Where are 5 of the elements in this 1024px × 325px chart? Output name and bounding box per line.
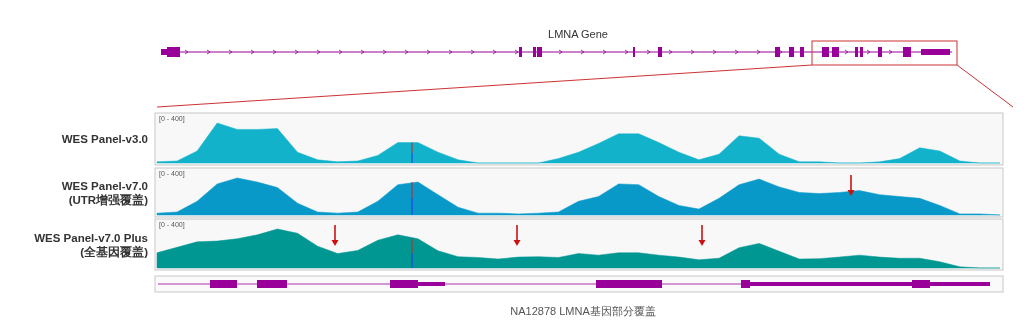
series-label: WES Panel-v3.0	[61, 133, 148, 145]
chart-title: LMNA Gene	[548, 28, 608, 40]
text: NA12878 LMNA基因部分覆盖	[510, 305, 656, 317]
series-label: WES Panel-v7.0 (UTR增强覆盖)	[61, 179, 149, 206]
series-label: WES Panel-v7.0 Plus (全基因覆盖)	[34, 231, 149, 258]
